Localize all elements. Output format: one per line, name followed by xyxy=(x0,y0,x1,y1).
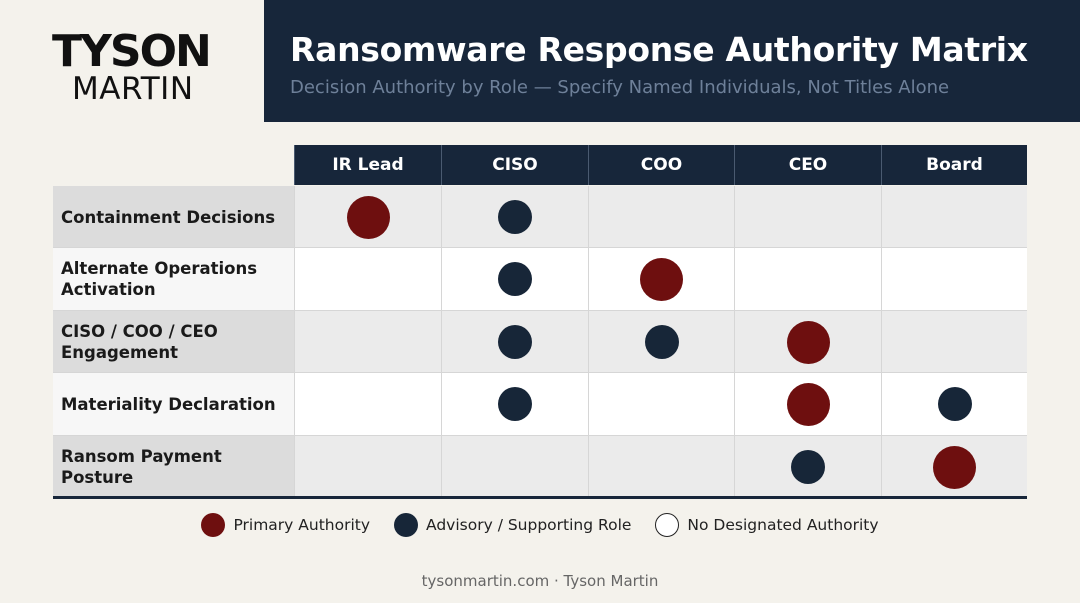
column-header-ir-lead: IR Lead xyxy=(294,145,441,185)
advisory-role-dot-icon xyxy=(644,325,679,359)
authority-matrix: IR Lead CISO COO CEO Board Containment D… xyxy=(53,145,1027,499)
legend-item-none: No Designated Authority xyxy=(655,513,879,537)
legend-label-primary: Primary Authority xyxy=(233,516,371,534)
row-label-ransom-payment-posture: Ransom Payment Posture xyxy=(53,436,294,498)
brand-logo-line1: TYSON xyxy=(52,26,212,77)
matrix-row: Materiality Declaration xyxy=(53,373,1027,435)
matrix-cell-ir-lead xyxy=(294,436,441,498)
matrix-row: Alternate Operations Activation xyxy=(53,248,1027,310)
column-header-ceo: CEO xyxy=(734,145,881,185)
matrix-cell-coo xyxy=(588,311,734,373)
row-label-materiality-declaration: Materiality Declaration xyxy=(53,373,294,435)
primary-authority-dot-icon xyxy=(786,382,830,426)
matrix-cell-ceo xyxy=(734,373,881,435)
matrix-cell-board xyxy=(881,436,1027,498)
matrix-cell-ir-lead xyxy=(294,311,441,373)
row-divider xyxy=(53,247,1027,248)
row-label-alternate-operations: Alternate Operations Activation xyxy=(53,248,294,310)
page-subtitle: Decision Authority by Role — Specify Nam… xyxy=(290,77,950,98)
brand-logo: TYSON MARTIN xyxy=(52,26,242,107)
brand-logo-line2: MARTIN xyxy=(72,71,194,107)
legend: Primary Authority Advisory / Supporting … xyxy=(0,511,1080,539)
matrix-cell-coo xyxy=(588,373,734,435)
matrix-cell-board xyxy=(881,248,1027,310)
row-divider xyxy=(53,435,1027,436)
matrix-cell-ceo xyxy=(734,186,881,248)
advisory-role-dot-icon xyxy=(498,200,532,234)
primary-authority-dot-icon xyxy=(786,320,830,364)
matrix-cell-ir-lead xyxy=(294,373,441,435)
row-divider xyxy=(53,310,1027,311)
row-divider xyxy=(53,372,1027,373)
legend-item-primary: Primary Authority xyxy=(201,513,370,537)
matrix-row: CISO / COO / CEO Engagement xyxy=(53,311,1027,373)
legend-label-none: No Designated Authority xyxy=(687,516,879,534)
column-header-board: Board xyxy=(881,145,1027,185)
primary-authority-dot-icon xyxy=(201,513,226,537)
legend-label-advisory: Advisory / Supporting Role xyxy=(426,516,632,534)
matrix-cell-coo xyxy=(588,436,734,498)
matrix-cell-ciso xyxy=(441,248,588,310)
advisory-role-dot-icon xyxy=(394,513,419,537)
row-label-engagement: CISO / COO / CEO Engagement xyxy=(53,311,294,373)
matrix-cell-ciso xyxy=(441,186,588,248)
matrix-cell-ceo xyxy=(734,248,881,310)
table-bottom-rule xyxy=(53,496,1027,499)
advisory-role-dot-icon xyxy=(498,387,532,421)
matrix-row: Containment Decisions xyxy=(53,186,1027,248)
matrix-cell-ciso xyxy=(441,373,588,435)
advisory-role-dot-icon xyxy=(498,325,532,359)
matrix-cell-ciso xyxy=(441,311,588,373)
advisory-role-dot-icon xyxy=(937,387,972,421)
footer-credit: tysonmartin.com · Tyson Martin xyxy=(421,572,659,590)
matrix-cell-ir-lead xyxy=(294,186,441,248)
matrix-cell-board xyxy=(881,311,1027,373)
legend-item-advisory: Advisory / Supporting Role xyxy=(394,513,631,537)
no-authority-dot-icon xyxy=(655,513,680,537)
advisory-role-dot-icon xyxy=(498,262,532,296)
primary-authority-dot-icon xyxy=(933,445,976,489)
matrix-cell-coo xyxy=(588,186,734,248)
column-header-ciso: CISO xyxy=(441,145,588,185)
column-header-coo: COO xyxy=(588,145,734,185)
matrix-cell-board xyxy=(881,373,1027,435)
matrix-cell-ciso xyxy=(441,436,588,498)
primary-authority-dot-icon xyxy=(346,195,390,239)
matrix-cell-ir-lead xyxy=(294,248,441,310)
matrix-cell-ceo xyxy=(734,436,881,498)
primary-authority-dot-icon xyxy=(640,257,683,301)
row-label-containment-decisions: Containment Decisions xyxy=(53,186,294,248)
matrix-row: Ransom Payment Posture xyxy=(53,436,1027,498)
matrix-cell-board xyxy=(881,186,1027,248)
matrix-cell-ceo xyxy=(734,311,881,373)
header-banner: Ransomware Response Authority Matrix Dec… xyxy=(264,0,1080,122)
matrix-cell-coo xyxy=(588,248,734,310)
page-title: Ransomware Response Authority Matrix xyxy=(290,30,1028,69)
advisory-role-dot-icon xyxy=(791,450,825,484)
